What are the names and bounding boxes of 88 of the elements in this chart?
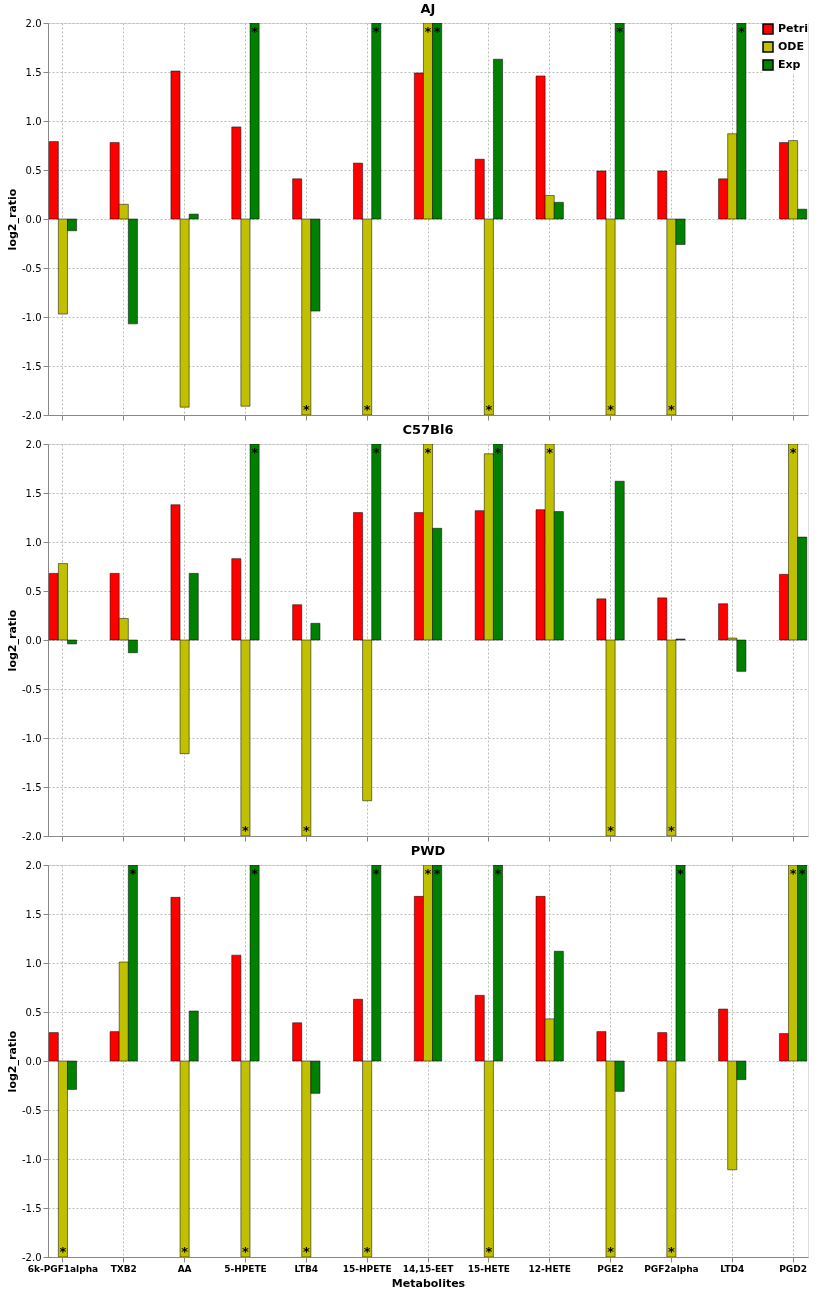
y-axis-title: log2_ratio	[5, 1030, 19, 1093]
x-tick-label: 12-HETE	[528, 1263, 571, 1274]
y-tick-label: 1.5	[25, 908, 42, 920]
annotation: *	[59, 1244, 67, 1259]
legend-label: Exp	[778, 58, 801, 71]
annotation: *	[607, 402, 615, 417]
annotation: *	[242, 823, 250, 838]
annotation: *	[667, 823, 675, 838]
annotation: *	[372, 866, 380, 881]
annotation: *	[433, 866, 441, 881]
y-tick-label: 0.0	[25, 213, 42, 225]
annotation: *	[607, 823, 615, 838]
y-tick-label: -2.0	[21, 409, 42, 421]
x-tick-label: 6k-PGF1alpha	[27, 1263, 99, 1274]
annotation: *	[363, 402, 371, 417]
y-tick-label: 1.5	[25, 487, 42, 499]
annotation: *	[129, 866, 137, 881]
x-tick-label: 15-HPETE	[342, 1263, 392, 1274]
annotation: *	[789, 445, 797, 460]
annotation: *	[677, 866, 685, 881]
annotation: *	[485, 1244, 493, 1259]
y-tick-label: -0.5	[21, 683, 42, 695]
x-tick-label: 14,15-EET	[402, 1263, 455, 1274]
y-tick-label: 0.5	[25, 585, 42, 597]
y-tick-label: 0.0	[25, 1055, 42, 1067]
annotation: *	[242, 1244, 250, 1259]
annotation: *	[251, 24, 259, 39]
annotation: *	[302, 1244, 310, 1259]
x-tick-label: AA	[177, 1263, 192, 1274]
y-tick-label: 1.5	[25, 66, 42, 78]
annotation: *	[789, 866, 797, 881]
y-tick-label: 2.0	[25, 438, 42, 450]
y-tick-label: 2.0	[25, 859, 42, 871]
y-tick-label: -1.0	[21, 1153, 42, 1165]
x-tick-label: PGF2alpha	[644, 1263, 699, 1274]
annotation: *	[667, 1244, 675, 1259]
annotation: *	[607, 1244, 615, 1259]
x-tick-label: TXB2	[110, 1263, 137, 1274]
annotation: *	[372, 24, 380, 39]
y-tick-label: 1.0	[25, 115, 42, 127]
y-tick-label: -1.5	[21, 360, 42, 372]
y-tick-label: -1.5	[21, 781, 42, 793]
x-tick-label: LTD4	[720, 1263, 745, 1274]
y-tick-label: 0.5	[25, 164, 42, 176]
x-tick-label: 5-HPETE	[224, 1263, 267, 1274]
y-axis-title: log2_ratio	[5, 609, 19, 672]
y-tick-label: 0.5	[25, 1006, 42, 1018]
annotation: *	[616, 24, 624, 39]
y-tick-label: -1.5	[21, 1202, 42, 1214]
x-axis-title: Metabolites	[391, 1276, 466, 1290]
y-axis-title: log2_ratio	[5, 188, 19, 251]
y-tick-label: -1.0	[21, 311, 42, 323]
y-tick-label: 0.0	[25, 634, 42, 646]
annotation: *	[302, 402, 310, 417]
annotation: *	[302, 823, 310, 838]
x-tick-label: PGE2	[597, 1263, 624, 1274]
y-tick-label: -0.5	[21, 262, 42, 274]
annotation: *	[251, 866, 259, 881]
annotation: *	[485, 402, 493, 417]
annotation: *	[494, 866, 502, 881]
annotation: *	[546, 445, 554, 460]
y-tick-label: -2.0	[21, 1251, 42, 1263]
annotation: *	[424, 445, 432, 460]
x-tick-label: PGD2	[779, 1263, 807, 1274]
annotation: *	[181, 1244, 189, 1259]
annotation: *	[667, 402, 675, 417]
annotation: *	[424, 24, 432, 39]
y-tick-label: -0.5	[21, 1104, 42, 1116]
legend-label: ODE	[778, 40, 804, 53]
annotation: *	[798, 866, 806, 881]
chart-title: PWD	[410, 843, 446, 858]
annotation: *	[251, 445, 259, 460]
chart-title: C57Bl6	[402, 422, 454, 437]
annotation: *	[494, 445, 502, 460]
chart-title: AJ	[420, 1, 436, 16]
annotation: *	[433, 24, 441, 39]
annotation: *	[737, 24, 745, 39]
annotation: *	[372, 445, 380, 460]
y-tick-label: 1.0	[25, 957, 42, 969]
y-tick-label: -2.0	[21, 830, 42, 842]
annotation: *	[424, 866, 432, 881]
y-tick-label: -1.0	[21, 732, 42, 744]
legend-label: Petri	[778, 22, 808, 35]
x-tick-label: LTB4	[294, 1263, 319, 1274]
y-tick-label: 1.0	[25, 536, 42, 548]
annotation: *	[363, 1244, 371, 1259]
y-tick-label: 2.0	[25, 17, 42, 29]
x-tick-label: 15-HETE	[467, 1263, 510, 1274]
